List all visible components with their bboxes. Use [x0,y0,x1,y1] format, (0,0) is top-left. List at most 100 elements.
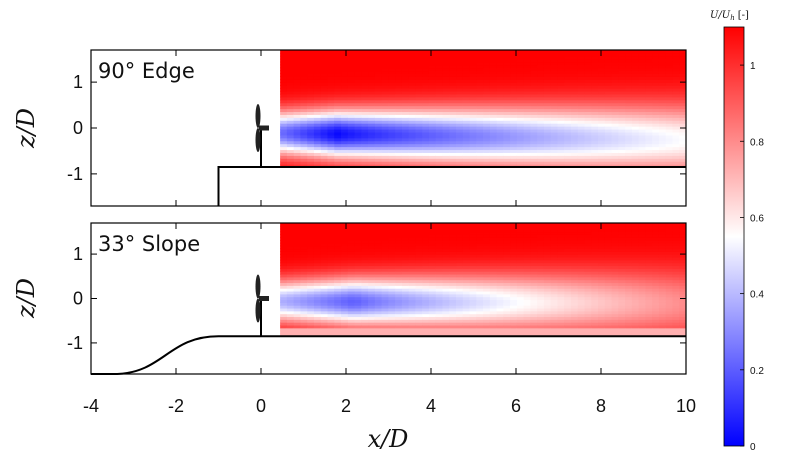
field-cell [564,242,572,247]
field-cell [571,114,579,118]
field-cell [313,108,322,113]
field-cell [571,128,579,133]
field-cell [456,231,464,235]
field-cell [442,237,450,241]
field-cell [530,85,538,89]
field-cell [415,305,423,309]
field-cell [449,293,457,298]
field-cell [672,307,680,312]
field-cell [476,67,484,72]
field-cell [476,108,484,113]
field-cell [489,146,498,151]
field-cell [408,102,417,107]
field-cell [510,293,518,298]
field-cell [435,93,444,98]
field-cell [564,285,572,289]
field-cell [638,324,647,329]
field-cell [658,271,667,275]
field-cell [449,288,457,292]
colorbar-tick-label: 0.4 [750,290,764,301]
field-cell [543,237,552,241]
field-cell [435,234,444,238]
field-cell [428,134,437,139]
field-cell [550,228,559,233]
field-cell [286,96,295,101]
field-cell [483,52,491,57]
field-cell [604,239,613,244]
field-cell [618,234,626,238]
field-cell [327,131,335,136]
field-cell [503,114,511,118]
field-cell [280,327,288,332]
field-cell [543,299,552,303]
field-cell [604,248,613,252]
field-cell [313,105,322,110]
field-cell [395,262,403,267]
field-cell [496,76,504,80]
field-cell [564,158,572,162]
field-cell [476,102,484,107]
field-cell [293,161,302,165]
field-cell [577,316,586,320]
field-cell [618,279,626,284]
field-cell [381,126,389,130]
field-cell [658,330,667,335]
field-cell [631,120,640,124]
field-cell [435,302,444,306]
field-cell [415,58,423,63]
field-cell [658,316,667,320]
field-cell [401,330,410,335]
field-cell [679,70,686,74]
field-cell [516,285,525,289]
field-cell [591,313,599,318]
field-cell [456,279,464,284]
field-cell [341,88,349,92]
field-cell [652,228,660,233]
field-cell [300,90,308,95]
field-cell [347,137,356,142]
field-cell [313,102,322,107]
field-cell [679,225,686,230]
field-cell [645,85,653,89]
field-cell [435,155,444,159]
field-cell [320,128,329,133]
field-cell [591,131,599,136]
field-cell [442,279,450,284]
field-cell [280,313,288,318]
field-cell [557,231,565,235]
field-cell [584,251,592,255]
field-cell [462,96,471,101]
field-cell [665,137,674,142]
terrain-slope-outline [91,335,686,375]
field-cell [395,52,403,57]
field-cell [341,90,349,95]
field-cell [489,108,498,113]
field-cell [489,239,498,244]
field-cell [516,126,525,130]
field-cell [293,128,302,133]
field-cell [591,149,599,153]
field-cell [564,58,572,63]
field-cell [598,305,606,309]
field-cell [672,285,680,289]
field-cell [611,82,619,86]
field-cell [598,76,606,80]
field-cell [543,79,552,83]
field-cell [564,120,572,124]
field-cell [584,61,592,66]
field-cell [496,228,504,233]
velocity-field-bottom [280,223,686,337]
field-cell [665,161,674,165]
field-cell [334,225,342,230]
field-cell [584,248,592,252]
field-cell [300,70,308,74]
field-cell [503,327,511,332]
field-cell [530,64,538,69]
field-cell [503,134,511,139]
field-cell [638,327,647,332]
field-cell [591,225,599,230]
field-cell [300,265,308,269]
field-cell [408,96,417,101]
field-cell [415,88,423,92]
field-cell [449,64,457,69]
